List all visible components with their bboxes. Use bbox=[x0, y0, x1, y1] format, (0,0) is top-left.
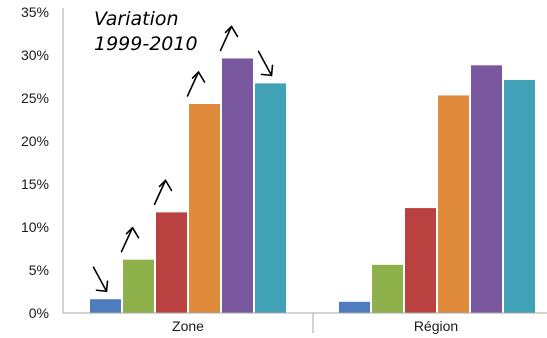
bar bbox=[255, 83, 286, 313]
bar bbox=[438, 95, 469, 313]
bar bbox=[90, 299, 121, 313]
arrow-up-icon bbox=[219, 25, 239, 52]
y-tick-label: 0% bbox=[29, 305, 49, 321]
y-tick-label: 35% bbox=[21, 4, 49, 20]
category-label-region: Région bbox=[414, 318, 458, 334]
annotation-line-1: Variation bbox=[94, 8, 179, 30]
bar bbox=[156, 212, 187, 313]
bar bbox=[372, 264, 403, 313]
arrow-up-icon bbox=[120, 226, 140, 253]
arrow-down-icon bbox=[257, 50, 274, 77]
bar bbox=[189, 104, 220, 314]
bar bbox=[222, 58, 253, 313]
y-tick-label: 10% bbox=[21, 219, 49, 235]
variation-annotation: Variation 1999-2010 bbox=[94, 8, 198, 55]
bar bbox=[339, 301, 370, 313]
y-tick-label: 15% bbox=[21, 176, 49, 192]
y-tick-label: 30% bbox=[21, 47, 49, 63]
bar bbox=[504, 79, 535, 313]
y-axis-tick-labels: 0% 5% 10% 15% 20% 25% 30% 35% bbox=[21, 4, 49, 321]
bar bbox=[405, 208, 436, 313]
y-tick-label: 25% bbox=[21, 90, 49, 106]
arrow-up-icon bbox=[186, 71, 206, 97]
arrow-down-icon bbox=[92, 266, 109, 293]
y-tick-label: 20% bbox=[21, 133, 49, 149]
variation-arrows bbox=[92, 25, 274, 293]
bar bbox=[123, 259, 154, 313]
y-tick-label: 5% bbox=[29, 262, 49, 278]
category-label-zone: Zone bbox=[172, 318, 204, 334]
bars bbox=[90, 58, 535, 314]
arrow-up-icon bbox=[153, 179, 173, 206]
annotation-line-2: 1999-2010 bbox=[94, 33, 198, 55]
bar bbox=[471, 65, 502, 313]
